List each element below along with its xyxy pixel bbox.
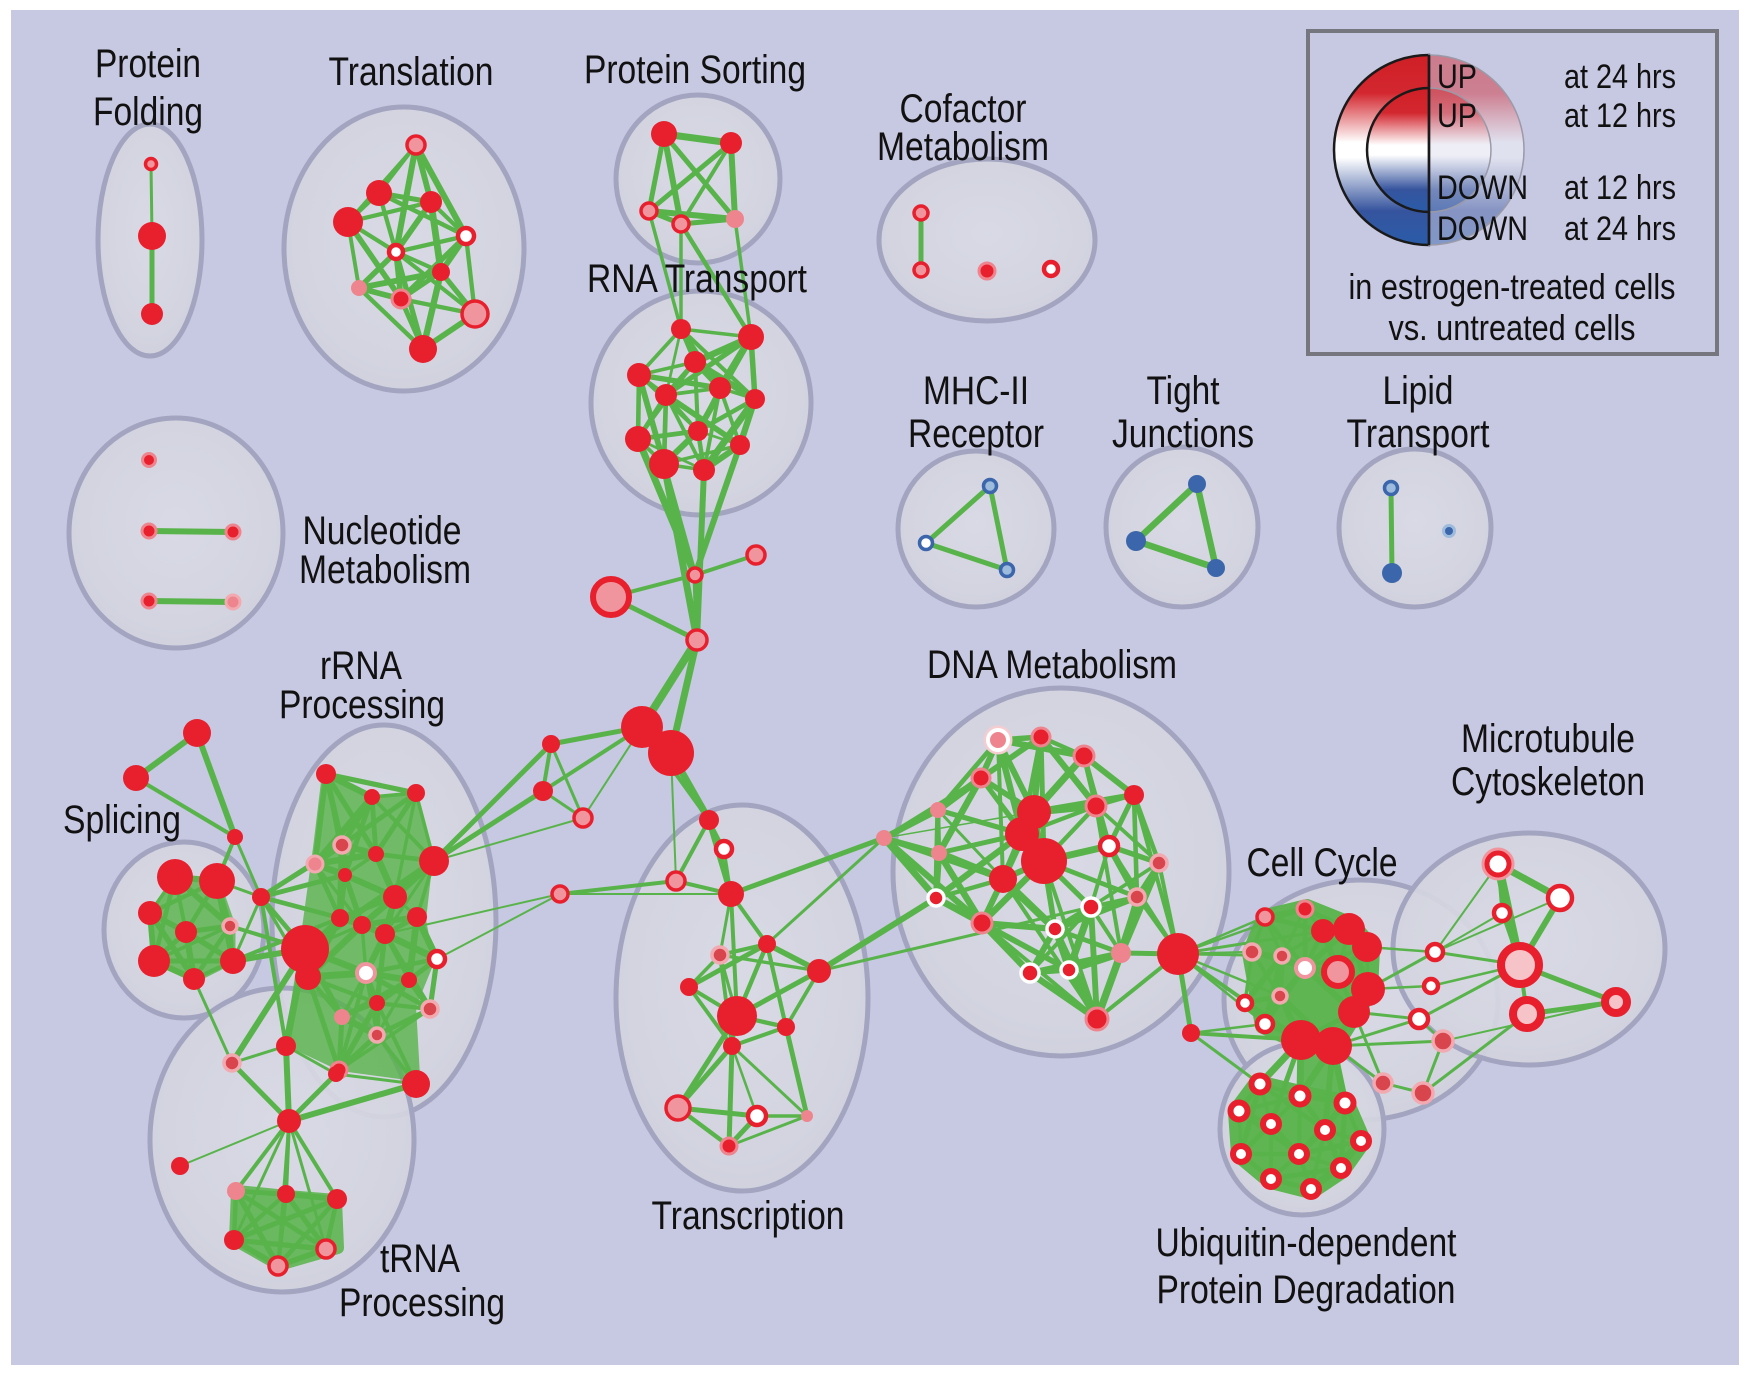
svg-text:DOWN: DOWN xyxy=(1437,169,1528,207)
svg-text:at 12 hrs: at 12 hrs xyxy=(1564,97,1676,135)
svg-text:Cell Cycle: Cell Cycle xyxy=(1247,841,1398,885)
svg-text:Transcription: Transcription xyxy=(652,1194,845,1238)
svg-text:Transport: Transport xyxy=(1347,412,1490,456)
svg-text:rRNA: rRNA xyxy=(320,644,402,688)
svg-text:Processing: Processing xyxy=(339,1281,505,1325)
svg-text:DNA Metabolism: DNA Metabolism xyxy=(927,643,1177,687)
svg-text:Splicing: Splicing xyxy=(63,798,181,842)
svg-text:at 24 hrs: at 24 hrs xyxy=(1564,58,1676,96)
svg-text:at 24 hrs: at 24 hrs xyxy=(1564,210,1676,248)
svg-text:tRNA: tRNA xyxy=(380,1237,460,1281)
svg-text:Processing: Processing xyxy=(279,683,445,727)
svg-text:Translation: Translation xyxy=(329,50,494,94)
svg-text:Nucleotide: Nucleotide xyxy=(303,509,462,553)
svg-text:UP: UP xyxy=(1437,58,1477,96)
svg-text:Protein Degradation: Protein Degradation xyxy=(1157,1268,1456,1312)
svg-text:Ubiquitin-dependent: Ubiquitin-dependent xyxy=(1156,1221,1457,1265)
svg-text:vs. untreated cells: vs. untreated cells xyxy=(1389,307,1636,348)
svg-text:Lipid: Lipid xyxy=(1383,369,1454,413)
svg-text:Folding: Folding xyxy=(93,90,203,134)
svg-text:Junctions: Junctions xyxy=(1112,412,1254,456)
svg-text:RNA Transport: RNA Transport xyxy=(587,257,807,301)
svg-text:Tight: Tight xyxy=(1147,369,1220,413)
svg-text:Protein: Protein xyxy=(95,42,201,86)
svg-text:Protein Sorting: Protein Sorting xyxy=(584,48,806,92)
svg-text:Cofactor: Cofactor xyxy=(900,87,1027,131)
svg-text:Metabolism: Metabolism xyxy=(877,125,1049,169)
svg-text:UP: UP xyxy=(1437,97,1477,135)
svg-text:Cytoskeleton: Cytoskeleton xyxy=(1451,760,1645,804)
svg-text:Microtubule: Microtubule xyxy=(1461,717,1635,761)
svg-text:at 12 hrs: at 12 hrs xyxy=(1564,169,1676,207)
svg-text:Receptor: Receptor xyxy=(908,412,1044,456)
svg-text:Metabolism: Metabolism xyxy=(299,548,471,592)
svg-text:in estrogen-treated cells: in estrogen-treated cells xyxy=(1349,266,1676,307)
svg-text:DOWN: DOWN xyxy=(1437,210,1528,248)
svg-text:MHC-II: MHC-II xyxy=(923,369,1029,413)
